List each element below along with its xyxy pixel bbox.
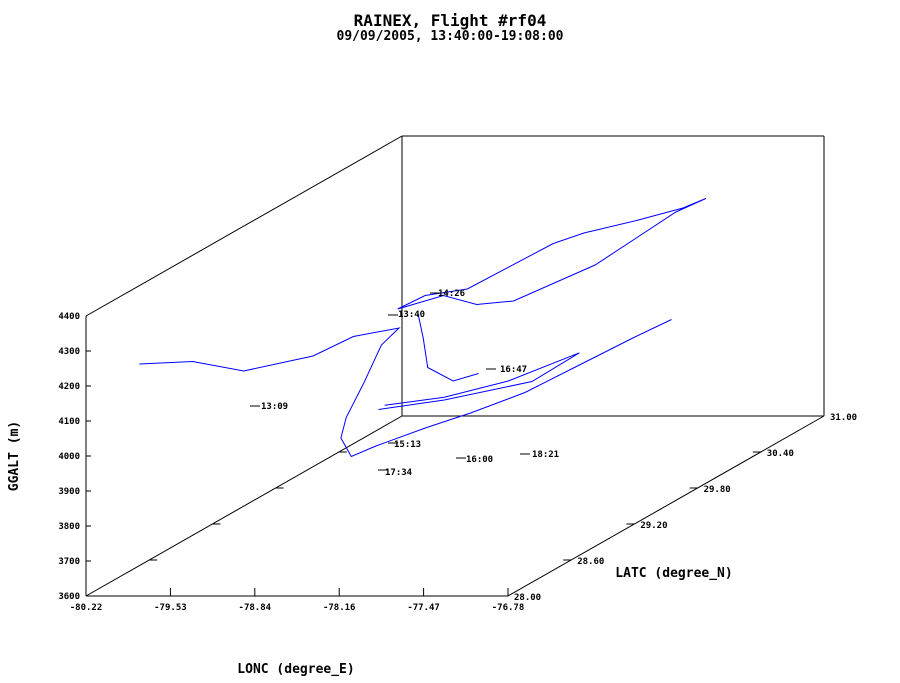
x-tick-label: -77.47 xyxy=(407,603,440,613)
z-tick-label: 4100 xyxy=(58,417,80,427)
z-axis-label: GGALT (m) xyxy=(7,421,22,491)
flight-segment xyxy=(397,198,707,310)
z-tick-label: 3600 xyxy=(58,592,80,602)
z-tick-label: 3900 xyxy=(58,487,80,497)
flight-segment xyxy=(378,352,580,410)
x-tick-label: -80.22 xyxy=(70,603,103,613)
time-annotation: 13:09 xyxy=(261,402,288,412)
y-tick-label: 30.40 xyxy=(767,449,794,459)
flight-segment xyxy=(417,313,479,382)
z-tick-label: 3700 xyxy=(58,557,80,567)
time-annotation: 16:47 xyxy=(500,365,527,375)
x-tick-label: -76.78 xyxy=(492,603,525,613)
chart-subtitle: 09/09/2005, 13:40:00-19:08:00 xyxy=(337,29,564,44)
x-axis-label: LONC (degree_E) xyxy=(237,662,354,677)
y-tick-label: 29.20 xyxy=(640,521,667,531)
axis-ticks: -80.22 -79.53 -78.84 -78.16 -77.47 -76.7828.0… xyxy=(58,312,857,613)
time-annotations: 13:40 14:26 16:47 13:09 15:13 16:00 17:34 18:21 xyxy=(250,289,559,478)
y-tick-label: 28.00 xyxy=(514,593,541,603)
y-tick-label: 31.00 xyxy=(830,413,857,423)
flight-segment xyxy=(139,319,672,458)
z-tick-label: 4200 xyxy=(58,382,80,392)
y-tick-label: 29.80 xyxy=(704,485,731,495)
box-edge xyxy=(85,415,403,597)
z-tick-label: 4300 xyxy=(58,347,80,357)
time-annotation: 16:00 xyxy=(466,455,493,465)
y-tick-label: 28.60 xyxy=(577,557,604,567)
time-annotation: 17:34 xyxy=(385,468,413,478)
z-tick-label: 3800 xyxy=(58,522,80,532)
plot-box xyxy=(85,135,825,597)
x-tick-label: -79.53 xyxy=(154,603,187,613)
box-edge xyxy=(507,415,825,597)
flight-track xyxy=(139,198,707,458)
y-axis-label: LATC (degree_N) xyxy=(615,566,732,581)
time-annotation: 14:26 xyxy=(438,289,465,299)
x-tick-label: -78.84 xyxy=(239,603,272,613)
time-annotation: 13:40 xyxy=(398,310,425,320)
time-annotation: 15:13 xyxy=(394,440,421,450)
chart-title: RAINEX, Flight #rf04 xyxy=(354,11,547,30)
z-tick-label: 4400 xyxy=(58,312,80,322)
z-tick-label: 4000 xyxy=(58,452,80,462)
box-edge xyxy=(85,135,403,317)
x-tick-label: -78.16 xyxy=(323,603,356,613)
time-annotation: 18:21 xyxy=(532,450,559,460)
